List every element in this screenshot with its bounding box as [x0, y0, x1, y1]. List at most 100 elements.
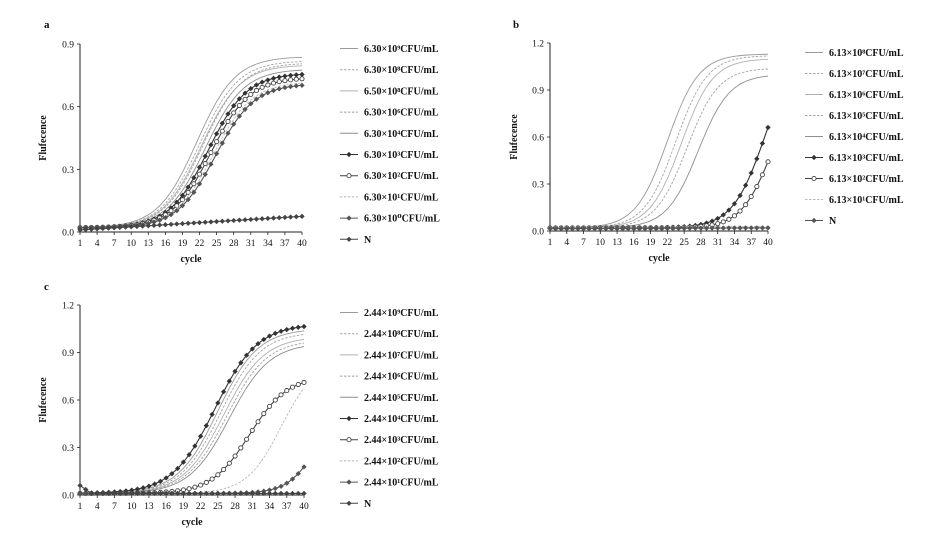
series-line [549, 227, 769, 230]
y-axis-label: Flufecence [38, 377, 49, 423]
series-line [549, 225, 769, 229]
data-point-marker [287, 83, 294, 90]
data-point-marker [202, 219, 208, 226]
data-point-marker [558, 225, 564, 232]
data-point-marker [597, 225, 604, 232]
data-point-marker [295, 490, 302, 497]
y-tick-label: 0.3 [62, 444, 74, 454]
data-point-marker [282, 84, 288, 91]
data-point-marker [276, 79, 282, 85]
legend-label: 6.13×10⁵CFU/mL [829, 111, 904, 122]
data-point-marker [255, 340, 261, 347]
data-point-marker [720, 219, 726, 225]
data-point-marker [299, 82, 305, 89]
data-point-marker [122, 224, 129, 230]
data-point-marker [299, 213, 305, 220]
data-point-marker [191, 189, 197, 196]
series-line [79, 84, 303, 229]
data-point-marker [265, 215, 271, 222]
data-point-marker [346, 173, 352, 179]
series-line [79, 325, 305, 494]
data-point-marker [196, 181, 203, 187]
data-point-marker [196, 164, 203, 171]
data-point-marker [266, 333, 273, 339]
data-point-marker [174, 465, 181, 472]
data-point-marker [111, 490, 118, 497]
data-point-marker [202, 171, 208, 178]
data-point-marker [295, 470, 302, 477]
data-point-marker [100, 225, 106, 232]
legend-entry-1: 2.44×10⁹CFU/mL [340, 308, 439, 319]
data-point-marker [726, 207, 732, 213]
data-point-marker [186, 451, 192, 458]
x-tick-label: 10 [596, 238, 606, 248]
data-point-marker [230, 102, 237, 109]
data-point-marker [105, 490, 112, 497]
data-point-marker [208, 219, 214, 225]
data-point-marker [266, 403, 273, 409]
data-point-marker [603, 225, 609, 232]
data-point-marker [248, 91, 254, 97]
data-point-marker [209, 490, 215, 497]
x-tick-label: 40 [763, 238, 773, 248]
data-point-marker [552, 225, 559, 232]
data-point-marker [346, 151, 352, 158]
data-point-marker [238, 445, 244, 451]
legend-entry-7: 6.30×10²CFU/mL [340, 171, 439, 182]
data-point-marker [226, 378, 233, 384]
data-point-marker [185, 189, 191, 195]
data-point-marker [272, 490, 279, 497]
y-tick-label: 0.6 [62, 397, 74, 407]
data-point-marker [198, 482, 204, 488]
data-point-marker [253, 96, 260, 102]
data-point-marker [238, 359, 244, 366]
legend-entry-9: 2.44×10¹CFU/mL [340, 478, 439, 489]
legend-entry-4: 6.30×10⁶CFU/mL [340, 108, 439, 119]
data-point-marker [737, 225, 743, 231]
legend-label: 6.13×10⁸CFU/mL [829, 48, 904, 59]
legend-label: 6.30×10³CFU/mL [364, 150, 439, 161]
data-point-marker [284, 388, 290, 394]
series-4 [79, 342, 305, 494]
data-point-marker [272, 485, 279, 492]
data-point-marker [225, 111, 231, 117]
data-point-marker [698, 225, 704, 231]
data-point-marker [289, 476, 296, 482]
data-point-marker [614, 225, 620, 232]
x-tick-label: 13 [612, 238, 622, 248]
legend-label: 6.30×10⁶CFU/mL [364, 108, 439, 119]
legend-entry-2: 2.44×10⁸CFU/mL [340, 329, 439, 340]
data-point-marker [249, 346, 256, 352]
data-point-marker [754, 225, 760, 231]
data-point-marker [289, 325, 296, 332]
y-tick-label: 1.2 [532, 40, 544, 50]
legend-entry-2: 6.13×10⁷CFU/mL [805, 69, 904, 80]
data-point-marker [765, 159, 771, 165]
x-tick-label: 22 [196, 502, 206, 512]
x-tick-label: 13 [144, 502, 154, 512]
data-point-marker [215, 400, 221, 406]
x-tick-label: 31 [713, 238, 723, 248]
series-line [79, 346, 305, 494]
data-point-marker [261, 490, 267, 497]
data-point-marker [77, 227, 83, 233]
series-9 [77, 82, 305, 231]
data-point-marker [145, 222, 152, 229]
data-point-marker [720, 212, 727, 218]
x-tick-label: 37 [282, 502, 292, 512]
legend-label: 2.44×10²CFU/mL [364, 456, 439, 467]
series-10 [77, 213, 305, 233]
data-point-marker [88, 490, 95, 497]
series-line [550, 127, 769, 229]
data-point-marker [299, 71, 305, 78]
legend-entry-2: 6.30×10⁸CFU/mL [340, 65, 439, 76]
y-tick-label: 0.9 [532, 87, 544, 97]
data-point-marker [197, 433, 204, 440]
data-point-marker [156, 222, 163, 228]
chart-panel-a: a 1 4 7 10 13 16 19 22 25 28 31 34 37 40 0.0 0.3 0.6 0.9 cy… [38, 19, 440, 265]
data-point-marker [653, 225, 659, 232]
data-point-marker [259, 79, 265, 85]
data-point-marker [209, 476, 215, 482]
data-point-marker [202, 153, 208, 159]
series-line [79, 78, 303, 229]
